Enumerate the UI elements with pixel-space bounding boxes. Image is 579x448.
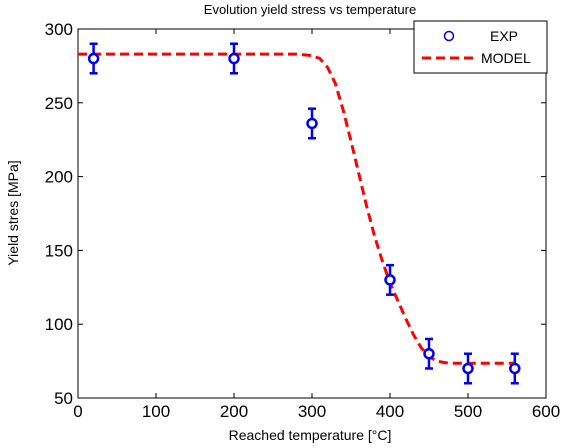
exp-data-point (87, 52, 100, 65)
exp-data-point (462, 362, 474, 375)
x-tick-label: 200 (220, 402, 248, 421)
chart-title: Evolution yield stress vs temperature (204, 2, 416, 17)
exp-data-point (509, 362, 521, 375)
model-series-line (78, 52, 515, 365)
plot-frame (77, 28, 547, 399)
x-tick-label: 600 (532, 402, 560, 421)
x-tick-label: 300 (298, 402, 326, 421)
x-tick-label: 0 (73, 402, 82, 421)
legend: EXP MODEL (413, 20, 548, 74)
exp-data-point (384, 274, 396, 286)
plot-area: 0 100 200 300 400 500 600 50 100 150 200 250 300 (45, 20, 561, 421)
y-tick-label: 300 (45, 20, 73, 39)
y-tick-label: 250 (45, 94, 73, 113)
x-tick-label: 100 (142, 402, 170, 421)
exp-data-point (306, 117, 318, 130)
y-axis-label: Yield stres [MPa] (5, 160, 21, 265)
exp-data-point (228, 52, 240, 65)
legend-model-label: MODEL (481, 50, 531, 66)
legend-box (413, 20, 548, 74)
x-axis-label: Reached temperature [°C] (229, 427, 392, 443)
legend-exp-marker (443, 30, 455, 42)
y-tick-label: 50 (54, 389, 73, 408)
y-tick-label: 100 (45, 315, 73, 334)
y-tick-label: 150 (45, 241, 73, 260)
x-tick-label: 400 (376, 402, 404, 421)
y-tick-label: 200 (45, 168, 73, 187)
x-tick-label: 500 (454, 402, 482, 421)
exp-data-point (423, 347, 435, 360)
legend-exp-label: EXP (490, 28, 518, 44)
